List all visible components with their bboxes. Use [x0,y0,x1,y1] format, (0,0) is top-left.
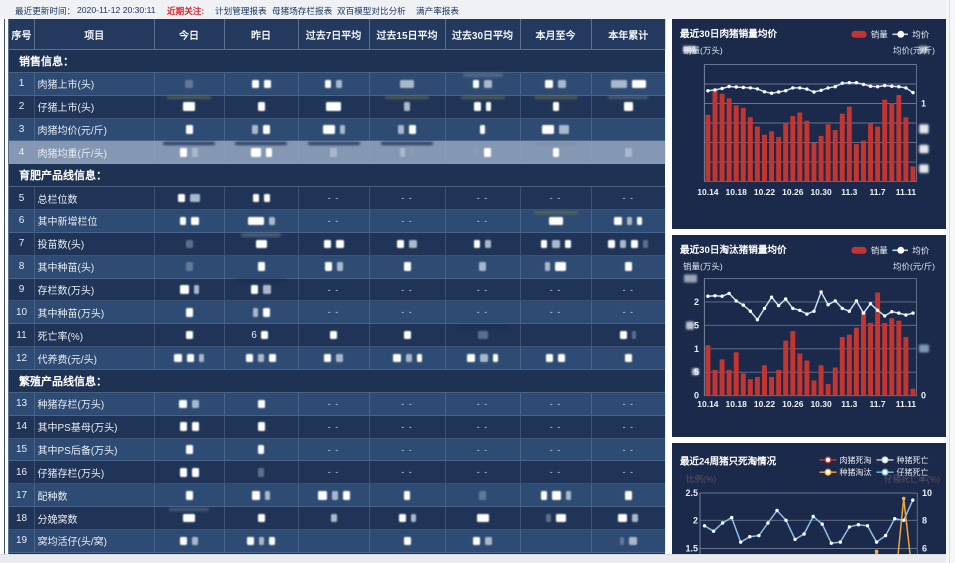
svg-text:10.18: 10.18 [726,187,748,197]
svg-text:销量: 销量 [871,30,889,40]
svg-text:最近30日肉猪销量均价: 最近30日肉猪销量均价 [680,28,777,40]
svg-text:10.26: 10.26 [782,399,804,409]
svg-text:10.30: 10.30 [810,399,832,409]
svg-text:10.26: 10.26 [782,187,804,197]
svg-text:最近30日淘汰猪销量均价: 最近30日淘汰猪销量均价 [680,244,787,256]
svg-text:均价(元/斤): 均价(元/斤) [893,262,935,272]
svg-text:1: 1 [694,344,699,354]
svg-text:销量(万头): 销量(万头) [683,262,723,272]
svg-text:5: 5 [694,321,699,331]
svg-text:10.22: 10.22 [754,187,776,197]
svg-text:11.7: 11.7 [870,399,886,409]
svg-text:种猪死亡: 种猪死亡 [897,455,929,465]
svg-text:2.5: 2.5 [685,488,698,498]
svg-text:8: 8 [922,516,927,526]
svg-text:10.30: 10.30 [810,187,832,197]
svg-text:2: 2 [694,297,699,307]
svg-text:11.3: 11.3 [841,399,857,409]
svg-text:11.7: 11.7 [870,187,886,197]
svg-text:11.11: 11.11 [896,187,917,197]
svg-text:肉猪死淘: 肉猪死淘 [840,455,872,465]
svg-text:10.22: 10.22 [754,399,776,409]
svg-text:1.5: 1.5 [685,544,698,554]
svg-text:仔猪死亡率(%): 仔猪死亡率(%) [884,474,940,484]
svg-text:11.11: 11.11 [896,399,917,409]
svg-text:最近24周猪只死淘情况: 最近24周猪只死淘情况 [680,456,777,468]
svg-text:种猪淘汰: 种猪淘汰 [840,468,872,478]
svg-text:比例(%): 比例(%) [686,474,716,484]
svg-text:仔猪死亡: 仔猪死亡 [897,468,929,478]
svg-text:10.14: 10.14 [697,187,719,197]
svg-text:0: 0 [921,391,926,401]
svg-text:10.14: 10.14 [697,399,719,409]
svg-text:11.3: 11.3 [841,187,857,197]
svg-text:6: 6 [922,544,927,554]
svg-text:销量: 销量 [871,246,889,256]
svg-text:2: 2 [693,516,698,526]
svg-text:均价(元/斤): 均价(元/斤) [893,45,935,55]
svg-text:10: 10 [922,488,932,498]
svg-text:均价: 均价 [912,30,930,40]
svg-text:均价: 均价 [912,246,930,256]
svg-text:销量(万头): 销量(万头) [683,45,723,55]
svg-text:10.18: 10.18 [726,399,748,409]
svg-text:1: 1 [921,99,926,109]
svg-text:0: 0 [694,391,699,401]
